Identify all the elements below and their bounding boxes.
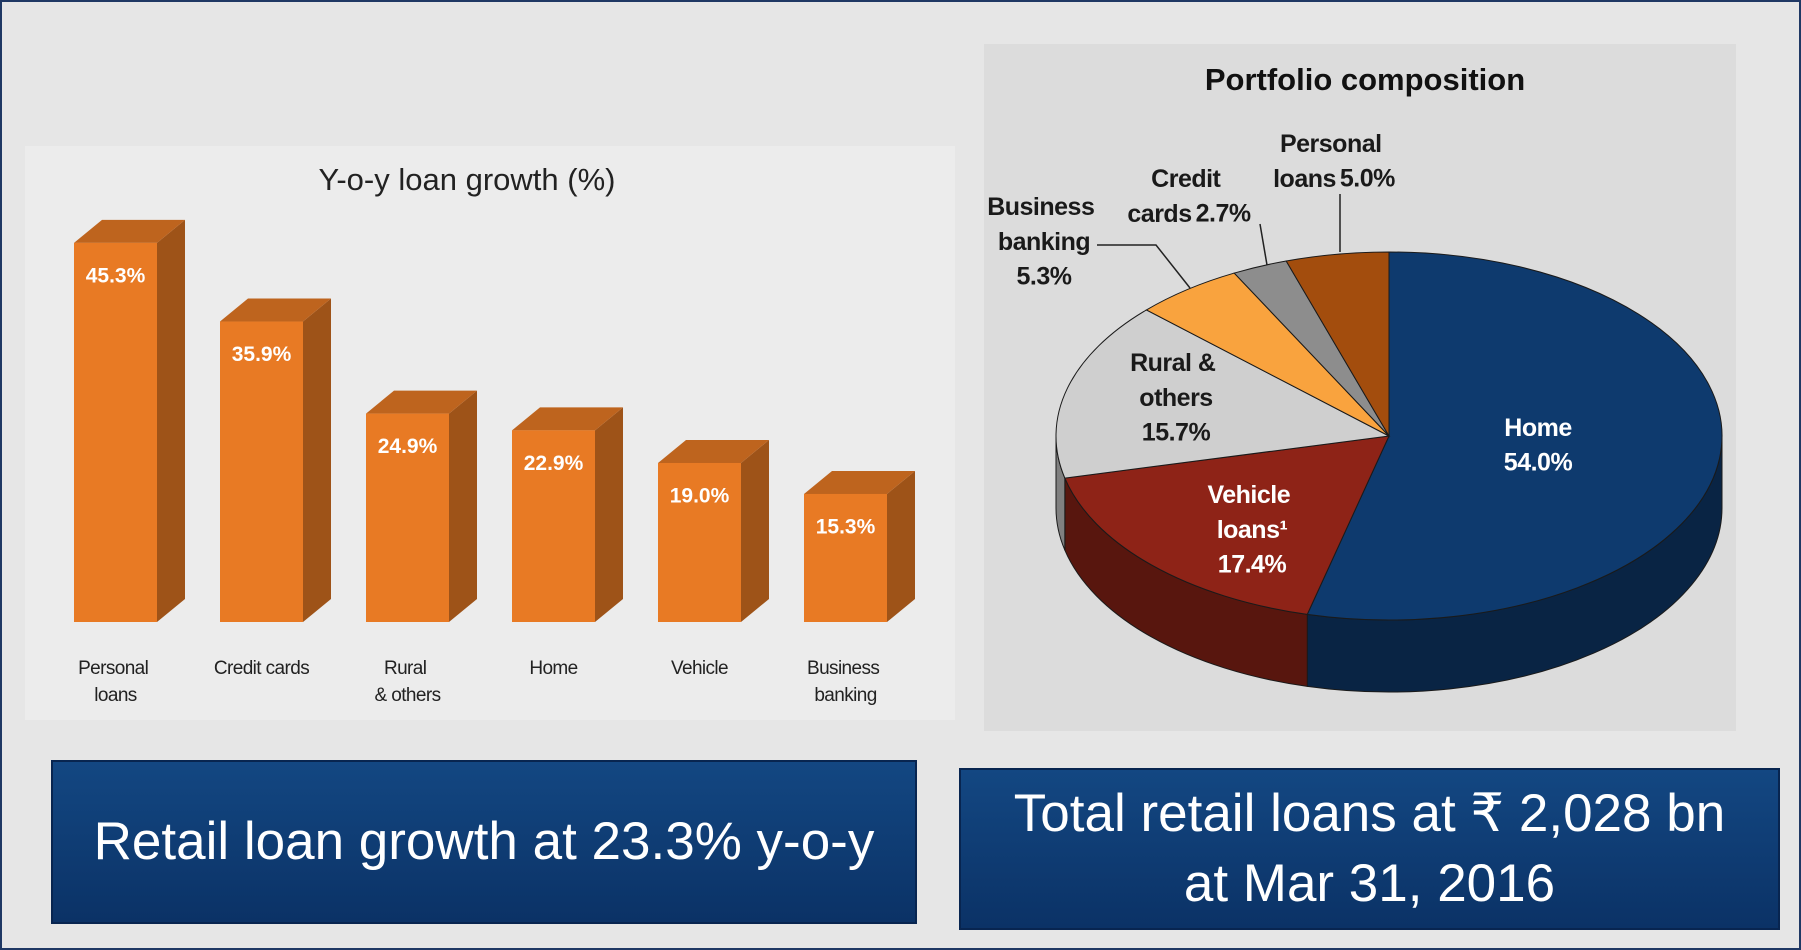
bar-top [804,470,915,494]
bar [366,413,449,622]
bar-title: Y-o-y loan growth (%) [319,162,616,197]
bar-side [303,298,331,622]
slice-label: Credit cards [1127,165,1226,228]
slice-label: Rural & others [1130,349,1222,412]
bar-side [887,470,915,622]
x-tick-label: Home [529,658,577,679]
bar-side [595,407,623,622]
slice [1285,251,1390,438]
slice-value-label: 54.0% [1504,449,1573,477]
leader-line [1259,223,1268,266]
slice-label: Personal loans [1273,130,1388,193]
bar [804,493,887,622]
bar-side [741,439,769,622]
x-tick-label: Rural & others [375,658,441,706]
bar-top [220,298,331,322]
slice-value-label: 5.0% [1340,165,1395,193]
slice-value-label: 2.7% [1196,200,1251,228]
bar [512,430,595,622]
value-label: 35.9% [232,343,292,366]
x-tick-label: Vehicle [671,658,728,679]
slice-label: Vehicle loans¹ [1207,481,1296,544]
bar-side [157,219,185,623]
bar [220,321,303,622]
slice-value-label: 17.4% [1218,551,1287,579]
banner: Retail loan growth at 23.3% y-o-y [51,760,917,924]
slice-value-label: 15.7% [1142,419,1211,447]
x-tick-label: Credit cards [214,658,309,679]
slice [1306,251,1723,621]
bar-top [658,439,769,463]
value-label: 15.3% [816,515,876,538]
slice-value-label: 5.3% [1017,263,1072,291]
x-tick-label: Personal loans [78,658,153,706]
pie-title: Portfolio composition [1205,62,1525,97]
bar-top [74,219,185,243]
bar-top [366,390,477,414]
banner: Total retail loans at ₹ 2,028 bn at Mar … [959,768,1780,930]
bar-side [449,390,477,622]
value-label: 45.3% [86,264,146,287]
slice [1055,309,1391,479]
bar-top [512,407,623,431]
slice-label: Business banking [987,193,1101,256]
slice [1064,435,1390,615]
x-tick-label: Business banking [807,658,884,706]
value-label: 22.9% [524,452,584,475]
bar [74,242,157,623]
value-label: 24.9% [378,435,438,458]
value-label: 19.0% [670,485,730,508]
bar [658,462,741,622]
slice-label: Home [1504,414,1572,442]
leader-line [1097,244,1191,289]
